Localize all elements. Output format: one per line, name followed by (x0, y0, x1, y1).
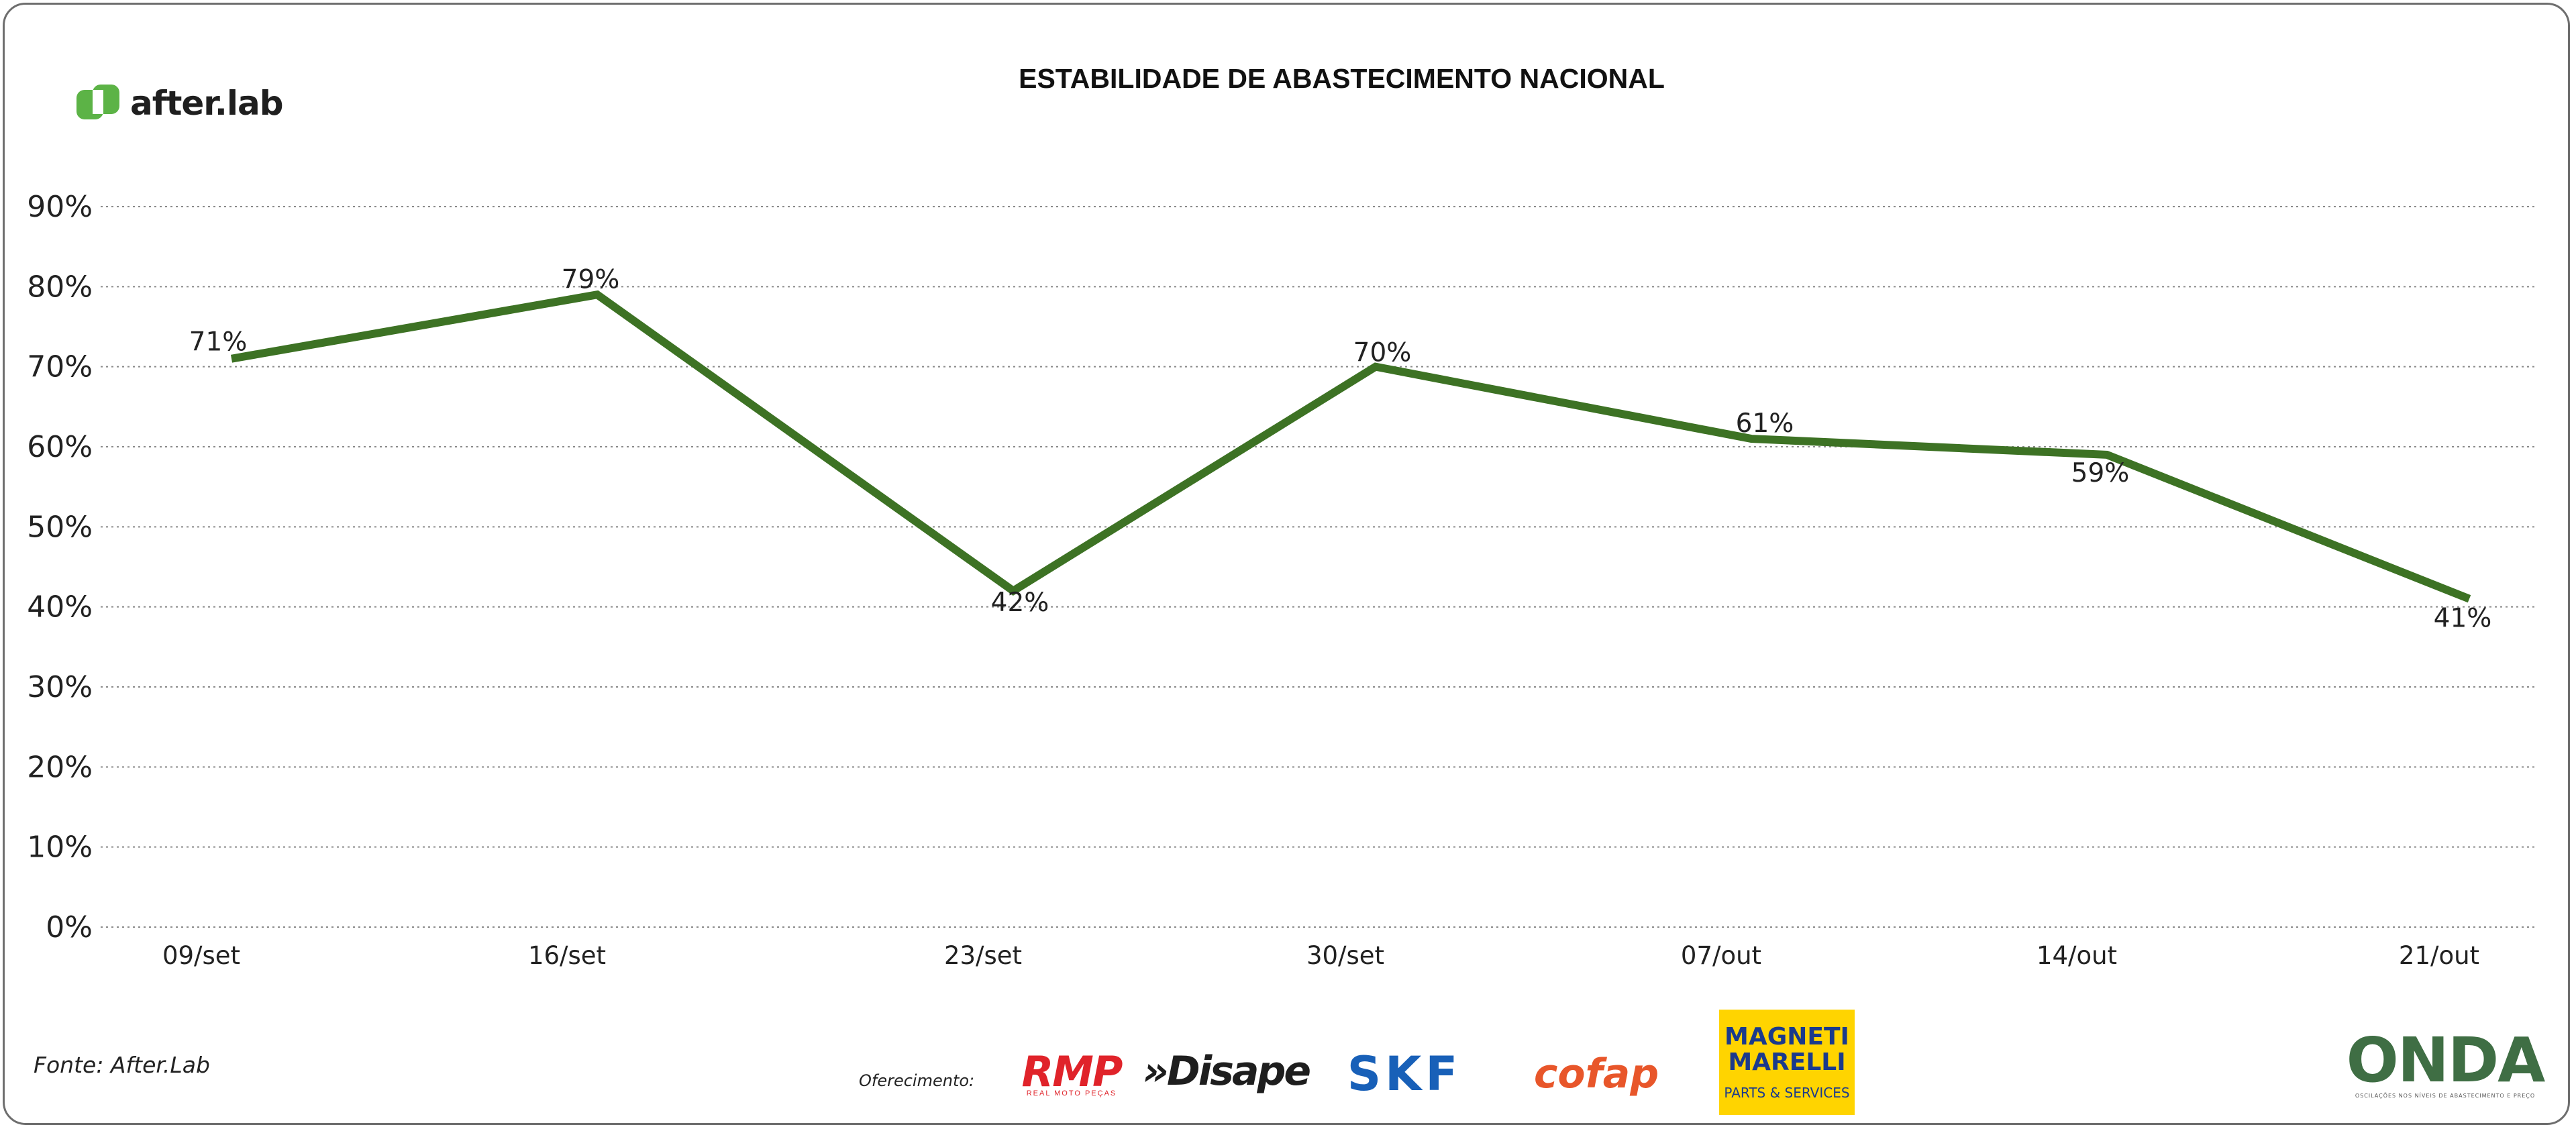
onda-logo-text: ONDA (2346, 1024, 2546, 1096)
magneti-logo-text-1: MAGNETI (1724, 1022, 1849, 1051)
data-label: 79% (562, 264, 620, 294)
y-axis: 0% 10% 20% 30% 40% 50% 60% 70% 80% 90% (27, 190, 93, 945)
cofap-logo: cofap (1533, 1051, 1659, 1097)
x-tick-label: 23/set (944, 941, 1022, 970)
skf-logo: SKF (1347, 1046, 1462, 1101)
y-tick-label: 0% (46, 910, 93, 945)
data-label: 71% (189, 327, 248, 358)
rmp-logo: RMP REAL MOTO PEÇAS (1015, 1046, 1129, 1098)
after-lab-logo-icon (76, 85, 119, 119)
grid-lines (101, 206, 2536, 928)
series-line (230, 290, 2471, 603)
rmp-logo-text: RMP (1021, 1046, 1123, 1096)
data-label: 42% (991, 588, 1049, 618)
disape-logo: »Disape (1142, 1048, 1311, 1095)
x-tick-label: 14/out (2037, 941, 2117, 970)
x-tick-label: 16/set (528, 941, 606, 970)
chart-frame (3, 3, 2570, 1125)
y-tick-label: 30% (27, 670, 93, 704)
magneti-logo-text-2: MARELLI (1728, 1048, 1846, 1076)
y-tick-label: 80% (27, 270, 93, 304)
sponsor-label: Oferecimento: (859, 1071, 975, 1090)
x-tick-label: 30/set (1306, 941, 1384, 970)
data-label: 59% (2071, 458, 2130, 488)
brand-logo: after.lab (75, 83, 283, 123)
brand-name: after.lab (130, 84, 283, 123)
x-tick-label: 07/out (1681, 941, 1761, 970)
x-axis: 09/set 16/set 23/set 30/set 07/out 14/out 21/o… (162, 941, 2479, 970)
series-polyline (230, 290, 2471, 603)
y-tick-label: 60% (27, 430, 93, 464)
y-tick-label: 90% (27, 190, 93, 224)
data-label: 41% (2434, 604, 2492, 634)
y-tick-label: 10% (27, 830, 93, 865)
source-note: Fonte: After.Lab (34, 1052, 210, 1078)
chart-title: ESTABILIDADE DE ABASTECIMENTO NACIONAL (1019, 63, 1665, 94)
y-tick-label: 20% (27, 750, 93, 784)
y-tick-label: 70% (27, 350, 93, 384)
x-tick-label: 09/set (162, 941, 240, 970)
x-tick-label: 21/out (2399, 941, 2479, 970)
onda-logo: ONDA OSCILAÇÕES NOS NÍVEIS DE ABASTECIME… (2347, 1024, 2546, 1103)
data-labels: 71% 79% 42% 70% 61% 59% 41% (189, 264, 2492, 633)
data-label: 61% (1736, 409, 1794, 439)
magneti-logo-subtext: PARTS & SERVICES (1724, 1084, 1850, 1101)
y-tick-label: 50% (27, 510, 93, 544)
y-tick-label: 40% (27, 590, 93, 625)
data-label: 70% (1353, 338, 1412, 368)
onda-logo-subtext: OSCILAÇÕES NOS NÍVEIS DE ABASTECIMENTO E… (2355, 1092, 2536, 1099)
magneti-marelli-logo: MAGNETI MARELLI PARTS & SERVICES (1719, 1010, 1855, 1115)
rmp-logo-subtext: REAL MOTO PEÇAS (1026, 1089, 1117, 1097)
